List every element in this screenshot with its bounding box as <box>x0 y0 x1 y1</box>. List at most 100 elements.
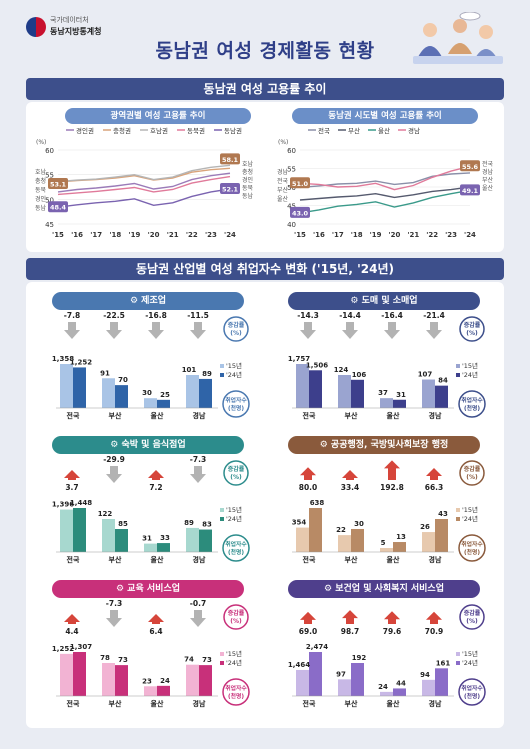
value-2015: 1,757 <box>288 355 310 363</box>
industry-bar-chart: 69.0 98.7 79.6 70.9 증감률(%) 1,464 2,474 전국 97 192 부… <box>288 604 486 708</box>
svg-text:증감률: 증감률 <box>228 609 245 617</box>
y-tick-label: 55 <box>287 166 296 174</box>
industry-card-title: ⚙ 도매 및 소매업 <box>288 292 480 310</box>
legend-label: 호남권 <box>150 126 168 135</box>
badge-end-high: 58.1 <box>220 153 240 165</box>
bar-2024 <box>157 543 170 552</box>
svg-text:53.1: 53.1 <box>50 181 67 189</box>
rate-value: -7.3 <box>106 600 122 608</box>
value-2024: 1,307 <box>70 643 92 651</box>
up-arrow-icon <box>342 610 358 624</box>
industry-card-title: ⚙ 교육 서비스업 <box>52 580 244 598</box>
legend-2015: '15년 <box>462 505 478 514</box>
industry-card-2: ⚙ 숙박 및 음식점업 3.7 -29.9 7.2 -7.3 증감률 (%) 1,396 1,4… <box>36 432 258 572</box>
rate-label-badge: 증감률(%) <box>459 316 485 342</box>
bar-2024 <box>157 399 170 408</box>
svg-text:취업자수: 취업자수 <box>461 540 483 548</box>
x-tick-label: '19 <box>370 231 382 239</box>
right-series-label: 부산 <box>482 176 494 184</box>
region-label: 부산 <box>109 699 122 708</box>
bar-2015 <box>186 527 199 552</box>
bar-2024 <box>157 685 170 696</box>
down-arrow-icon <box>426 322 442 339</box>
rate-value: 80.0 <box>299 483 318 492</box>
rate-value: -14.4 <box>339 312 361 320</box>
y-tick-label: 45 <box>45 221 54 229</box>
bar-2015 <box>380 548 393 552</box>
bar-2015 <box>338 679 351 696</box>
badge-start-high: 51.0 <box>290 177 310 189</box>
legend-swatch-2024 <box>456 661 460 665</box>
industry-card-4: ⚙ 교육 서비스업 4.4 -7.3 6.4 -0.7 증감률 (%) 1,252 1,307 전… <box>36 576 258 716</box>
up-arrow-icon <box>384 460 400 480</box>
y-unit-label: (%) <box>36 139 46 146</box>
value-2024: 24 <box>160 677 170 685</box>
badge-end-low: 49.1 <box>460 184 480 196</box>
people-illustration-icon <box>413 12 503 64</box>
bar-2024 <box>393 399 406 408</box>
right-series-label: 경인 <box>242 177 253 184</box>
svg-text:(천명): (천명) <box>464 548 480 556</box>
industry-card-title: ⚙ 숙박 및 음식점업 <box>52 436 244 454</box>
y-tick-label: 45 <box>287 203 296 211</box>
employment-label-badge: 취업자수(천명) <box>222 678 250 706</box>
left-series-label: 경인 <box>35 196 46 203</box>
down-arrow-icon <box>342 322 358 339</box>
series-line-울산 <box>299 189 471 214</box>
series-line-전국 <box>299 172 471 189</box>
bar-2015 <box>380 398 393 408</box>
bar-2024 <box>73 508 86 552</box>
bar-2024 <box>393 542 406 552</box>
legend-label: 전국 <box>318 126 330 135</box>
series-line-부산 <box>299 186 471 201</box>
up-arrow-icon <box>384 611 400 624</box>
bar-2024 <box>199 529 212 552</box>
left-series-label: 경남 <box>277 168 289 176</box>
value-2015: 22 <box>336 526 346 534</box>
x-tick-label: '20 <box>148 231 160 239</box>
industry-card-title: ⚙ 보건업 및 사회복지 서비스업 <box>288 580 480 598</box>
chart1-title: 광역권별 여성 고용률 추이 <box>65 108 251 124</box>
city-employment-line-chart: 전국부산울산경남(%)4045505560'15'16'17'18'19'20'… <box>277 126 494 239</box>
region-label: 경남 <box>193 699 206 708</box>
legend-2015: '15년 <box>226 649 242 658</box>
up-arrow-icon <box>148 614 164 624</box>
rate-label-badge: 증감률(%) <box>459 460 485 486</box>
svg-text:취업자수: 취업자수 <box>225 396 247 404</box>
rate-value: 3.7 <box>65 483 78 492</box>
industry-bar-chart: 80.0 33.4 192.8 66.3 증감률(%) 354 638 전국 22 30 부산 5 13… <box>292 460 486 564</box>
legend-swatch-2024 <box>220 517 224 521</box>
value-2015: 122 <box>98 510 113 518</box>
value-2015: 1,252 <box>52 645 74 653</box>
industry-card-3: ⚙ 공공행정, 국방및사회보장 행정 80.0 33.4 192.8 66.3 증감률 (%… <box>272 432 494 572</box>
left-series-label: 동남 <box>35 204 47 212</box>
value-2024: 43 <box>438 510 448 518</box>
x-tick-label: '24 <box>464 231 476 239</box>
y-tick-label: 60 <box>45 147 54 155</box>
x-tick-label: '21 <box>407 231 419 239</box>
x-tick-label: '17 <box>332 231 344 239</box>
value-2024: 73 <box>118 656 128 664</box>
region-label: 울산 <box>387 555 400 564</box>
up-arrow-icon <box>148 470 164 480</box>
bar-2015 <box>102 378 115 408</box>
down-arrow-icon <box>190 466 206 483</box>
svg-text:증감률: 증감률 <box>228 321 245 329</box>
org-line2: 동남지방통계청 <box>50 27 102 36</box>
svg-text:(천명): (천명) <box>228 548 244 556</box>
region-label: 경남 <box>429 699 442 708</box>
svg-text:43.0: 43.0 <box>292 209 309 217</box>
industry-card-0: ⚙ 제조업 -7.8 -22.5 -16.8 -11.5 증감률 (%) 1,358 1,252… <box>36 288 258 428</box>
bar-2015 <box>144 398 157 408</box>
right-series-label: 충청 <box>242 168 253 176</box>
svg-text:(%): (%) <box>230 618 242 625</box>
bar-2015 <box>422 532 435 552</box>
left-series-label: 호남 <box>35 168 47 176</box>
legend-label: 부산 <box>348 126 360 135</box>
section1-header: 동남권 여성 고용률 추이 <box>26 78 504 100</box>
value-2024: 44 <box>396 679 406 687</box>
x-tick-label: '16 <box>313 231 325 239</box>
series-line-경인권 <box>57 172 231 193</box>
